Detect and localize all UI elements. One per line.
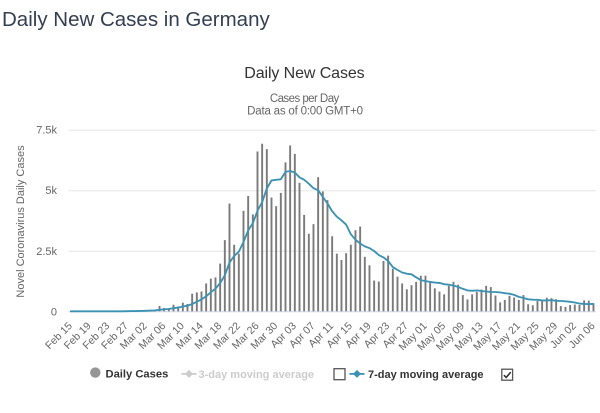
svg-text:0: 0 (51, 306, 57, 318)
svg-text:2.5k: 2.5k (36, 246, 57, 258)
svg-text:7-day moving average: 7-day moving average (368, 369, 484, 381)
svg-text:Daily Cases: Daily Cases (106, 368, 169, 380)
svg-text:Cases per Day: Cases per Day (270, 93, 340, 105)
svg-text:5k: 5k (45, 185, 57, 197)
svg-text:Daily New Cases: Daily New Cases (244, 65, 364, 82)
svg-text:Novel Coronavirus Daily Cases: Novel Coronavirus Daily Cases (15, 145, 27, 298)
svg-text:Data as of 0:00 GMT+0: Data as of 0:00 GMT+0 (247, 105, 363, 117)
svg-text:3-day moving average: 3-day moving average (199, 369, 315, 381)
svg-text:7.5k: 7.5k (36, 125, 57, 137)
